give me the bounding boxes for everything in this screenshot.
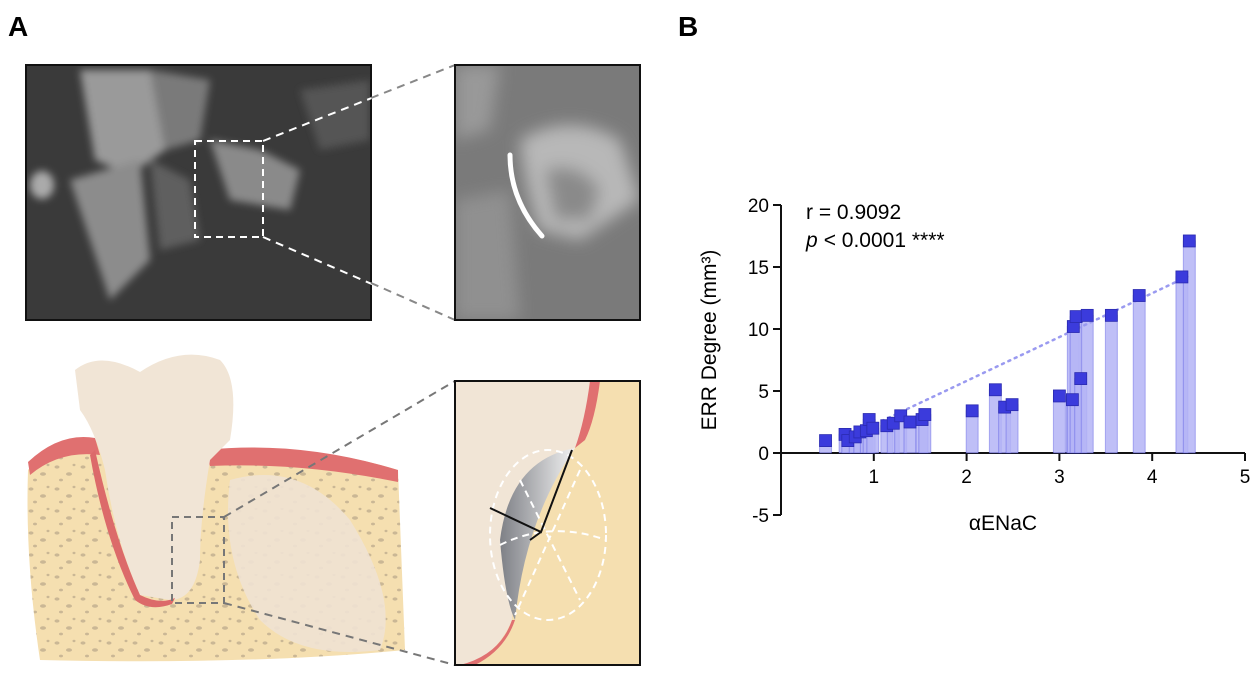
panel-label: A [8,11,28,42]
bar [1133,296,1145,453]
xray-image [26,65,371,320]
point [1053,390,1065,402]
y-tick-label: 15 [748,258,769,279]
annotation-symbol: p [805,229,818,252]
x-tick-label: 4 [1147,467,1158,488]
point [1176,271,1188,283]
y-tick-label: 0 [758,444,769,465]
y-tick-label: 5 [758,382,769,403]
x-tick-label: 3 [1054,467,1065,488]
point [1133,290,1145,302]
annotation: p < 0.0001 **** [805,229,945,252]
point [820,435,832,447]
point [867,422,879,434]
point [966,405,978,417]
x-tick-label: 5 [1240,467,1251,488]
annotation: r = 0.9092 [806,201,901,224]
panel-label: B [678,11,698,42]
point [1006,399,1018,411]
x-tick-label: 2 [961,467,972,488]
y-tick-label: -5 [752,506,769,527]
point [1075,373,1087,385]
point [904,416,916,428]
bar [1105,315,1117,453]
xray-zoom [455,65,640,320]
y-tick-label: 20 [748,196,769,217]
point [1066,394,1078,406]
point [919,409,931,421]
x-tick-label: 1 [869,467,880,488]
tooth-illustration [28,355,406,662]
scatter-chart: -5 0 5 10 15 20 1 2 3 4 5 αENaC ERR Degree (mm³) r = … [698,196,1250,535]
point [989,384,1001,396]
point [1070,311,1082,323]
y-tick-label: 10 [748,320,769,341]
annotation-text: < 0.0001 **** [824,229,945,252]
point [1105,309,1117,321]
y-axis-label: ERR Degree (mm³) [698,250,721,431]
point [1081,309,1093,321]
bar [1053,396,1065,453]
illustration-zoom [455,381,640,665]
x-axis-label: αENaC [969,512,1037,535]
figure: A B [0,0,1258,676]
point [1183,235,1195,247]
